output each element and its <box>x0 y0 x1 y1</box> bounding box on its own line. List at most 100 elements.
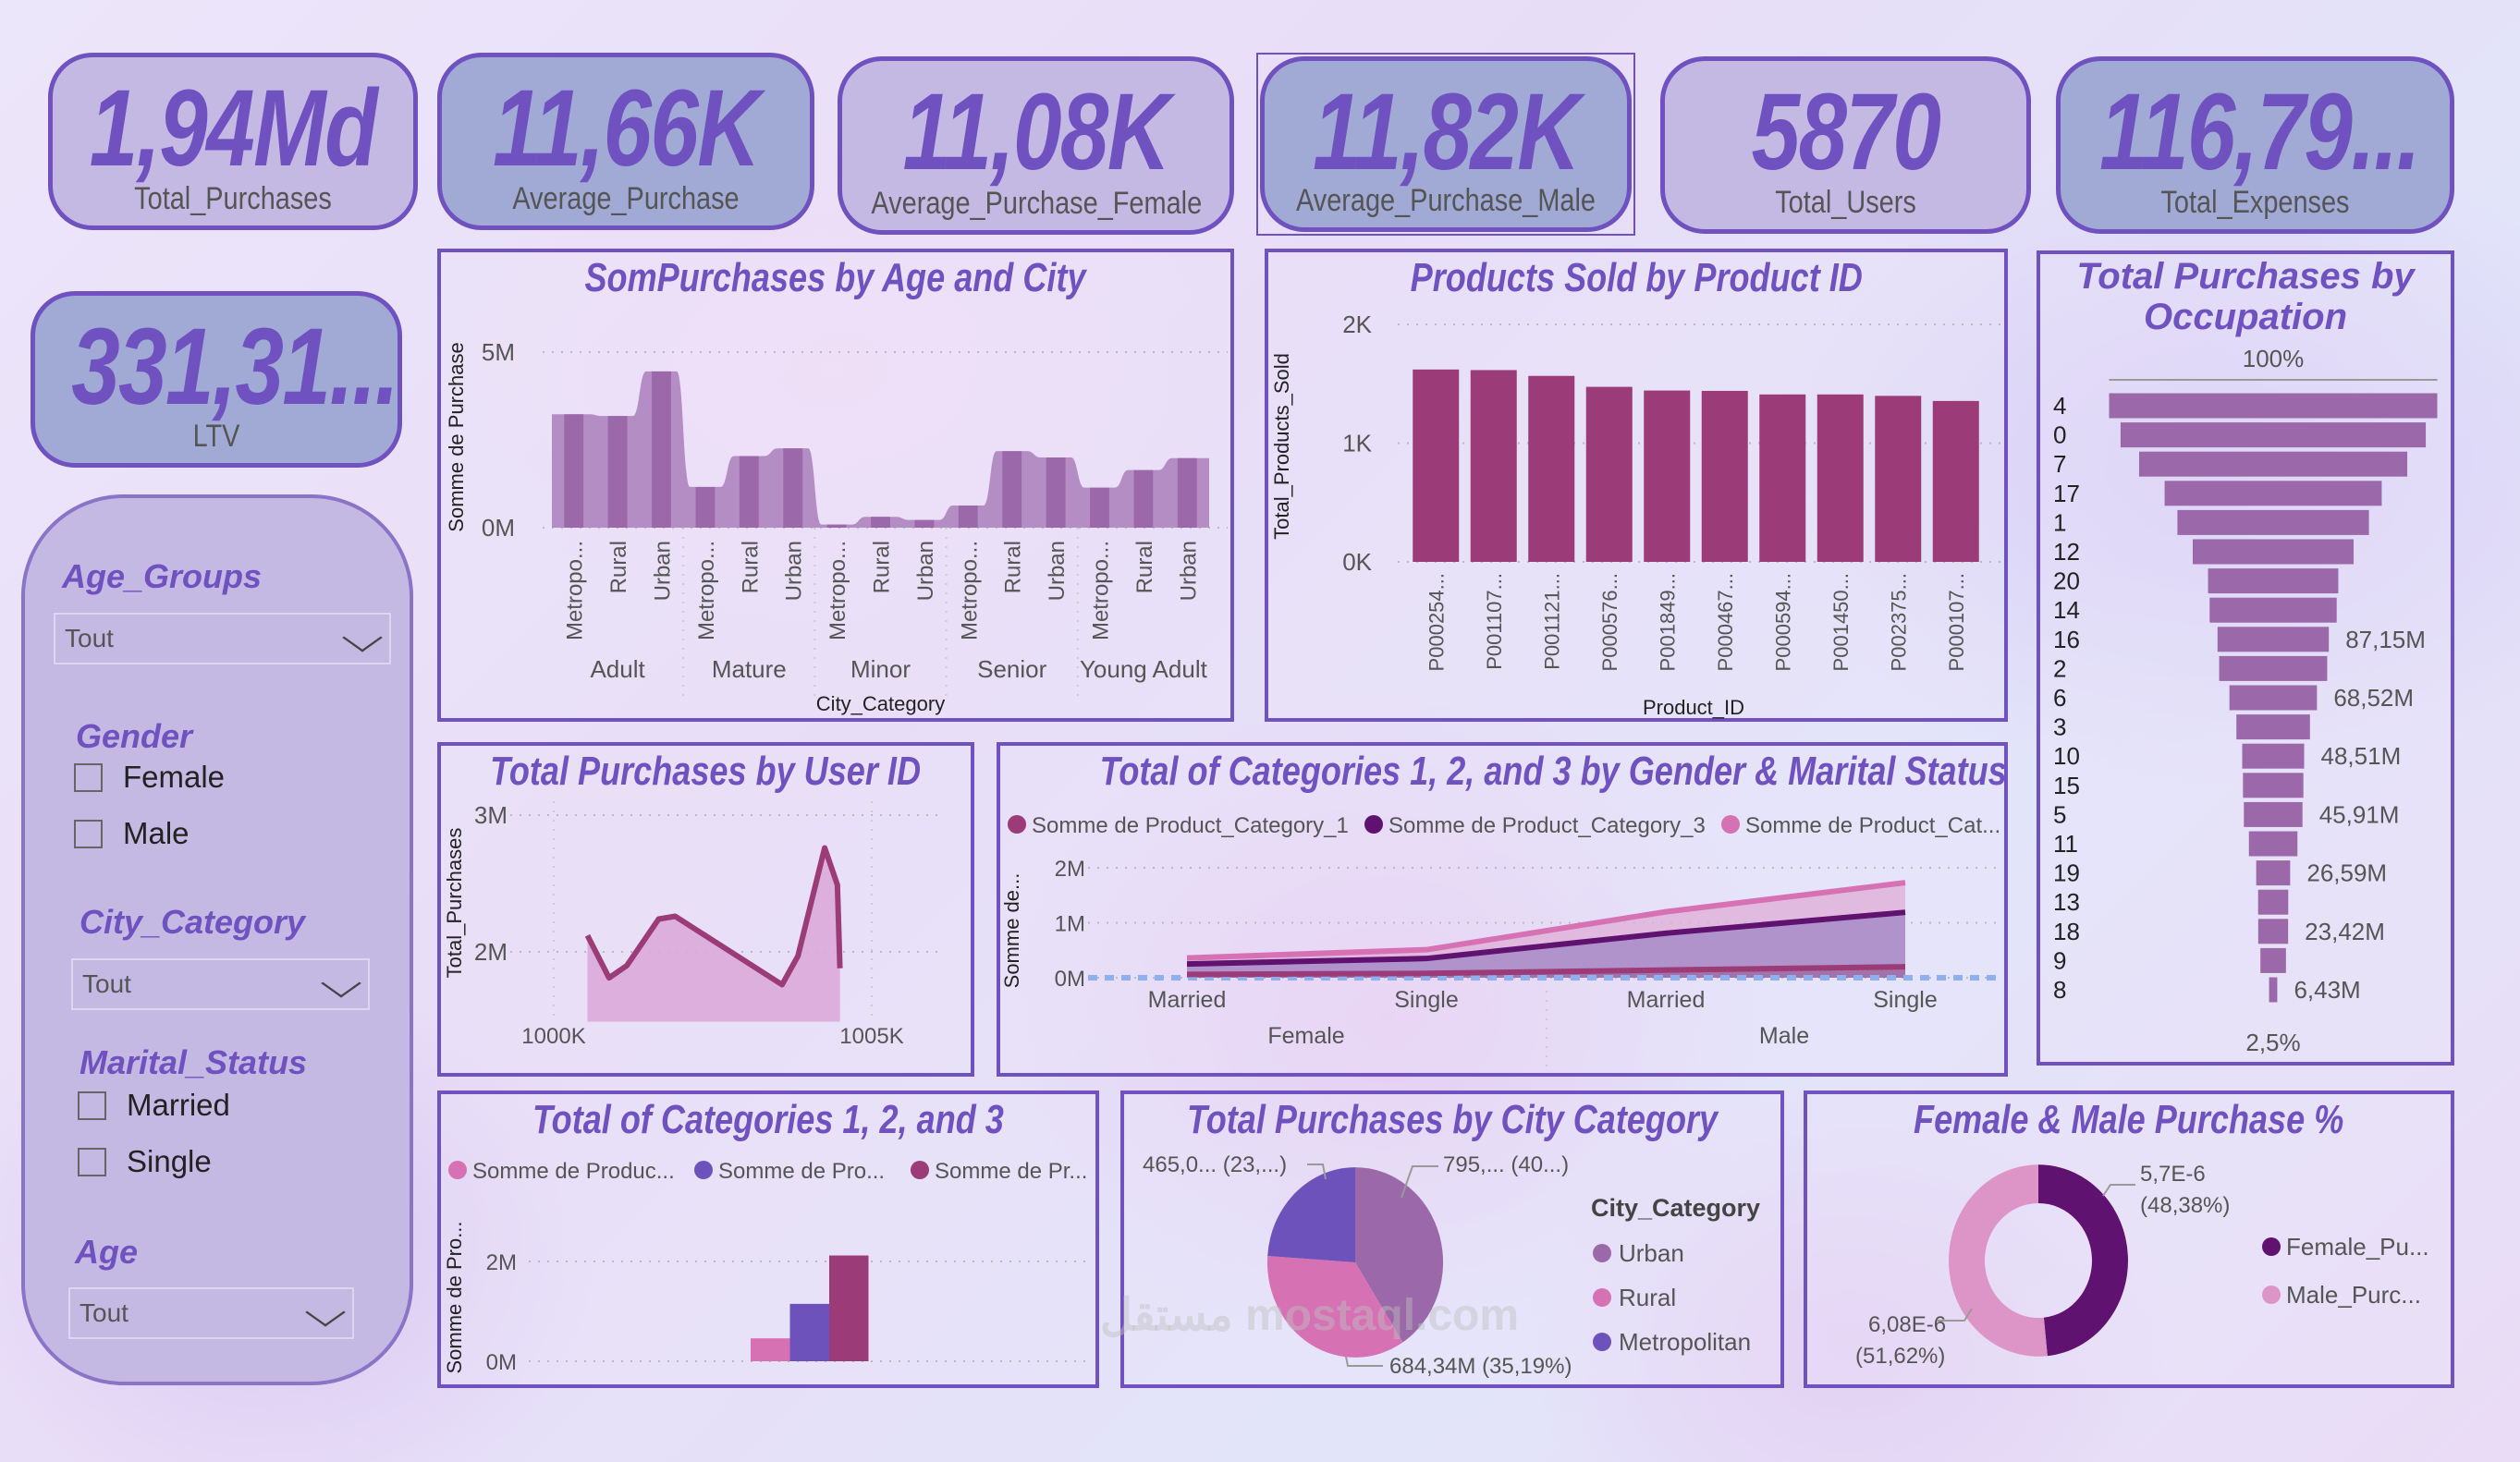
kpi-label: Total_Expenses <box>2160 185 2350 220</box>
funnel-data-label: 23,42M <box>2305 918 2385 945</box>
bar <box>1528 375 1575 562</box>
chevron-down-icon <box>305 1298 346 1327</box>
bar <box>1090 487 1109 528</box>
checkbox-icon[interactable] <box>78 1147 106 1176</box>
bar <box>1413 369 1460 562</box>
x-tick-label: Single <box>1873 987 1938 1013</box>
x-tick-label: Single <box>1394 987 1459 1013</box>
x-tick-label: P000107... <box>1945 573 1968 671</box>
legend-dot <box>911 1161 929 1179</box>
legend-dot <box>694 1161 713 1179</box>
bar <box>652 371 671 528</box>
x-tick-label: P000467... <box>1714 573 1737 671</box>
leader-line <box>1307 1164 1327 1180</box>
x-tick-label: 1000K <box>521 1024 585 1049</box>
chart-title: Total Purchases by Occupation <box>2076 256 2415 337</box>
kpi-card-average-purchase[interactable]: 11,66K Average_Purchase <box>437 53 814 230</box>
x-tick-label: Married <box>1627 987 1706 1013</box>
legend-dot <box>1721 815 1740 834</box>
bar <box>826 524 847 528</box>
x-tick-label: Rural <box>870 541 895 593</box>
y-axis-title: Somme de Pro... <box>443 1221 466 1373</box>
city-category-dropdown[interactable]: Tout <box>71 958 370 1010</box>
legend-label: Male_Purc... <box>2286 1281 2421 1309</box>
kpi-card-ltv[interactable]: 331,31... LTV <box>31 291 402 468</box>
legend-dot <box>2262 1237 2281 1256</box>
bar <box>1585 386 1633 562</box>
pie-data-label: 684,34M (35,19%) <box>1389 1354 1572 1379</box>
funnel-category-label: 15 <box>2053 772 2080 799</box>
checkbox-icon[interactable] <box>74 819 103 848</box>
x-group-label: Minor <box>850 655 911 683</box>
checkbox-female[interactable]: Female <box>74 760 225 795</box>
x-tick-label: Rural <box>606 541 631 593</box>
y-tick-label: 0M <box>1055 967 1085 992</box>
x-tick-label: P000594... <box>1771 573 1794 671</box>
kpi-label: Total_Purchases <box>134 181 332 216</box>
legend-dot <box>1364 815 1383 834</box>
y-tick-label: 0M <box>486 1350 517 1375</box>
y-tick-label: 0K <box>1342 548 1372 576</box>
funnel-category-label: 16 <box>2053 626 2080 653</box>
funnel-bar <box>2229 685 2318 711</box>
funnel-category-label: 18 <box>2053 918 2080 945</box>
funnel-category-label: 20 <box>2053 567 2080 595</box>
x-group-label: Adult <box>590 655 645 683</box>
legend-label: Somme de Product_Category_1 <box>1032 813 1349 838</box>
x-tick-label: P001107... <box>1483 573 1506 670</box>
age-groups-title: Age_Groups <box>62 557 263 595</box>
kpi-label: Average_Purchase_Female <box>871 186 1203 221</box>
funnel-bar <box>2248 831 2298 857</box>
funnel-category-label: 5 <box>2053 800 2066 828</box>
chart-female-male-purchase[interactable]: Female & Male Purchase % 5,7E-6 (48,38%) 6,… <box>1804 1090 2454 1388</box>
age-title: Age <box>75 1233 139 1271</box>
kpi-card-total-expenses[interactable]: 116,79... Total_Expenses <box>2056 56 2454 234</box>
x-tick-label: Metropo... <box>957 541 982 640</box>
funnel-bar <box>2219 655 2328 681</box>
chart-categories-by-gender-marital[interactable]: Total of Categories 1, 2, and 3 by Gende… <box>997 742 2008 1077</box>
checkbox-male[interactable]: Male <box>74 816 190 851</box>
donut-value-label: 6,08E-6 <box>1868 1312 1946 1337</box>
kpi-value: 11,82K <box>1313 71 1580 193</box>
chart-categories-total[interactable]: Total of Categories 1, 2, and 3 Somme de … <box>437 1090 1099 1388</box>
kpi-card-average-purchase-male[interactable]: 11,82K Average_Purchase_Male <box>1260 56 1632 232</box>
funnel-bar <box>2217 627 2330 652</box>
funnel-category-label: 11 <box>2053 830 2078 858</box>
funnel-bar <box>2260 947 2286 973</box>
funnel-bar <box>2243 773 2304 798</box>
legend-label: Metropolitan <box>1619 1328 1751 1356</box>
checkbox-icon[interactable] <box>74 762 103 792</box>
chart-purchases-by-city-category[interactable]: Total Purchases by City Category 795,... … <box>1120 1090 1784 1388</box>
age-groups-dropdown[interactable]: Tout <box>54 613 391 664</box>
bar <box>829 1255 869 1361</box>
kpi-card-average-purchase-female[interactable]: 11,08K Average_Purchase_Female <box>838 56 1234 235</box>
checkbox-single[interactable]: Single <box>78 1144 212 1179</box>
funnel-bar <box>2109 393 2438 419</box>
pie-data-label: 795,... (40...) <box>1443 1152 1569 1177</box>
kpi-card-total-users[interactable]: 5870 Total_Users <box>1660 56 2031 234</box>
chart-purchases-by-user-id[interactable]: Total Purchases by User ID 2M 3M 1000K 1005K… <box>437 742 974 1077</box>
chart-purchases-by-age-city[interactable]: SomPurchases by Age and City 0M 5M Somme de… <box>437 249 1234 722</box>
x-tick-label: Rural <box>1001 541 1026 593</box>
checkbox-label: Male <box>123 816 190 850</box>
funnel-category-label: 1 <box>2053 508 2066 536</box>
y-axis-title: Total_Products_Sold <box>1270 353 1293 540</box>
funnel-category-label: 9 <box>2053 946 2066 974</box>
funnel-bottom-label: 2,5% <box>2245 1029 2300 1056</box>
kpi-value: 1,94Md <box>89 67 378 189</box>
funnel-bar <box>2257 889 2289 915</box>
kpi-card-total-purchases[interactable]: 1,94Md Total_Purchases <box>48 53 418 230</box>
checkbox-married[interactable]: Married <box>78 1088 230 1123</box>
legend-dot <box>2262 1285 2281 1304</box>
x-axis-title: City_Category <box>816 692 945 715</box>
age-dropdown[interactable]: Tout <box>68 1287 354 1339</box>
checkbox-icon[interactable] <box>78 1090 106 1120</box>
chart-purchases-by-occupation[interactable]: Total Purchases by Occupation 100% 4 0 7 17 1 1… <box>2037 250 2454 1066</box>
funnel-bar <box>2177 509 2369 535</box>
funnel-category-label: 17 <box>2053 480 2080 507</box>
x-tick-label: Urban <box>651 541 676 601</box>
funnel-data-label: 48,51M <box>2321 742 2402 770</box>
funnel-bar <box>2208 568 2339 594</box>
chart-products-sold[interactable]: Products Sold by Product ID 0K 1K 2K Total_P… <box>1265 249 2008 722</box>
pie-slice <box>1267 1167 1355 1262</box>
